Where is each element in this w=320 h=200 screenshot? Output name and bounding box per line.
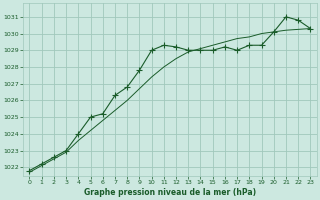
X-axis label: Graphe pression niveau de la mer (hPa): Graphe pression niveau de la mer (hPa) bbox=[84, 188, 256, 197]
